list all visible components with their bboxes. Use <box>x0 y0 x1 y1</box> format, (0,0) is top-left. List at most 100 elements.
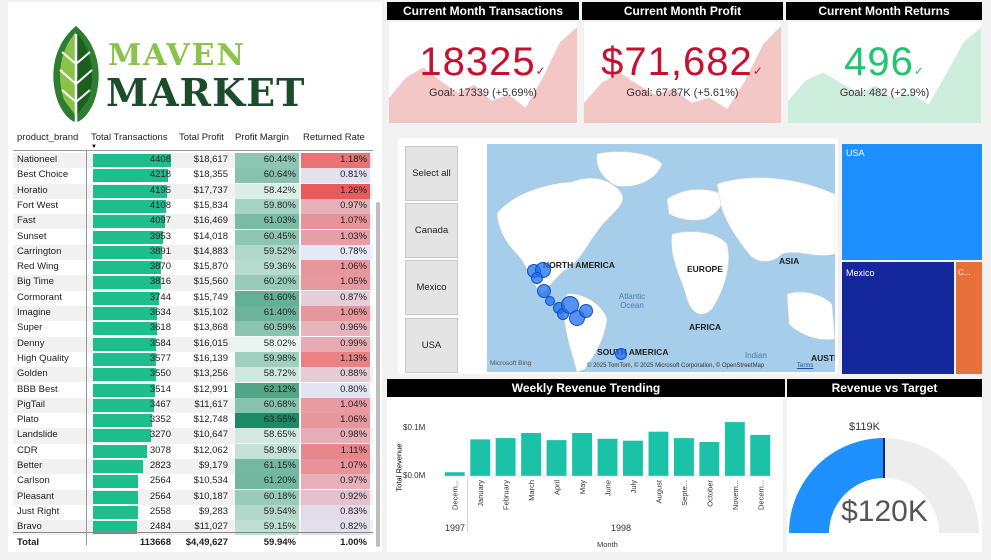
returned-heat-cell <box>301 260 370 276</box>
table-row[interactable]: Carlson 2564 $10,534 61.20% 0.97% <box>13 474 373 490</box>
slicer-usa[interactable]: USA <box>405 318 458 373</box>
revenue-bar[interactable] <box>699 442 720 476</box>
table-row[interactable]: Fast 4097 $16,469 61.03% 1.07% <box>13 214 373 230</box>
table-row[interactable]: Plato 3352 $12,748 63.55% 1.06% <box>13 413 373 429</box>
treemap-mexico[interactable]: Mexico <box>842 262 954 374</box>
revenue-target-gauge[interactable]: $119K $120K <box>787 397 982 552</box>
slicer-select-all[interactable]: Select all <box>405 146 458 201</box>
revenue-bar[interactable] <box>750 434 771 476</box>
margin-value: 61.03% <box>263 215 296 227</box>
revenue-bar[interactable] <box>470 439 491 476</box>
table-row[interactable]: Pleasant 2564 $10,187 60.18% 0.92% <box>13 489 373 505</box>
total-column-divider <box>86 150 87 545</box>
revenue-bar[interactable] <box>623 440 643 476</box>
table-row[interactable]: Imagine 3634 $15,102 61.40% 1.06% <box>13 306 373 322</box>
returned-heat-cell <box>301 443 370 459</box>
bing-logo: Microsoft Bing <box>490 360 532 367</box>
logo-line2: MARKET <box>106 70 306 115</box>
margin-heat-cell <box>235 306 299 321</box>
table-row[interactable]: CDR 3078 $12,062 58.98% 1.11% <box>13 443 373 459</box>
col-header-transactions[interactable]: Total Transactions <box>91 132 168 143</box>
table-row[interactable]: Red Wing 3870 $15,870 59.36% 1.06% <box>13 260 373 276</box>
table-row[interactable]: Just Right 2558 $9,283 59.54% 0.83% <box>13 504 373 520</box>
x-tick-label: Septe... <box>680 480 689 506</box>
kpi-card-returns[interactable]: 496✓ Goal: 482 (+2.9%) <box>788 22 981 123</box>
table-row[interactable]: Big Time 3816 $15,560 60.20% 1.05% <box>13 275 373 291</box>
col-header-brand[interactable]: product_brand <box>17 132 79 143</box>
table-row[interactable]: Sunset 3953 $14,018 60.45% 1.03% <box>13 229 373 245</box>
returned-heat-cell <box>301 336 370 352</box>
revenue-bar[interactable] <box>495 438 516 476</box>
revenue-bar[interactable] <box>674 438 694 476</box>
slicer-mexico[interactable]: Mexico <box>405 260 458 315</box>
revenue-bar[interactable] <box>648 431 669 476</box>
returned-heat-cell <box>301 229 370 245</box>
returned-heat-cell <box>301 474 370 490</box>
slicer-canada[interactable]: Canada <box>405 203 458 258</box>
map-bubble[interactable] <box>579 304 593 318</box>
map-bubble[interactable] <box>537 284 551 298</box>
map-bubble[interactable] <box>531 272 543 284</box>
revenue-bar[interactable] <box>546 440 567 476</box>
col-header-returned[interactable]: Returned Rate <box>303 132 365 143</box>
table-row[interactable]: Horatio 4195 $17,737 58.42% 1.26% <box>13 183 373 199</box>
table-row[interactable]: Better 2823 $9,179 61.15% 1.07% <box>13 459 373 475</box>
transactions-value: 3634 <box>149 307 171 318</box>
table-row[interactable]: PigTail 3467 $11,617 60.68% 1.04% <box>13 397 373 414</box>
brand-name: Denny <box>17 337 45 349</box>
margin-value: 59.98% <box>263 352 296 364</box>
treemap[interactable]: USA Mexico C... <box>842 144 982 374</box>
table-row[interactable]: Golden 3550 $13,256 58.72% 0.88% <box>13 367 373 383</box>
transactions-value: 3078 <box>149 444 171 456</box>
table-row[interactable]: Fort West 4108 $15,834 59.80% 0.97% <box>13 198 373 214</box>
revenue-bar[interactable] <box>724 422 745 476</box>
world-map[interactable]: NORTH AMERICA EUROPE ASIA AFRICA SOUTH A… <box>487 144 835 372</box>
weekly-revenue-chart[interactable]: Decem... January February March April May June… <box>387 397 783 552</box>
margin-heat-cell <box>235 153 299 168</box>
revenue-bar[interactable] <box>597 438 618 476</box>
sort-desc-icon[interactable]: ▼ <box>91 144 97 150</box>
table-row[interactable]: Nationeel 4408 $18,617 60.44% 1.18% <box>13 153 373 169</box>
transactions-value: 3618 <box>149 322 171 334</box>
table-row[interactable]: Carrington 3891 $14,883 59.52% 0.78% <box>13 244 373 261</box>
map-label-atlantic: Atlantic Ocean <box>618 292 646 310</box>
revenue-bar[interactable] <box>444 472 465 477</box>
gauge-target-label: $119K <box>849 421 880 433</box>
transactions-value: 2564 <box>149 475 171 487</box>
table-row[interactable]: Cormorant 3744 $15,749 61.60% 0.87% <box>13 290 373 306</box>
table-row[interactable]: Denny 3584 $16,015 58.02% 0.99% <box>13 336 373 352</box>
map-label-asia: ASIA <box>779 256 800 266</box>
profit-value: $18,617 <box>193 154 228 165</box>
table-row[interactable]: Landslide 3270 $10,647 58.65% 0.98% <box>13 428 373 444</box>
transactions-bar <box>93 444 148 458</box>
treemap-usa[interactable]: USA <box>842 144 982 260</box>
col-header-profit[interactable]: Total Profit <box>179 132 224 143</box>
transactions-bar <box>93 505 139 519</box>
check-icon: ✓ <box>913 64 925 78</box>
brand-name: Sunset <box>17 230 47 242</box>
map-terms-link[interactable]: Terms <box>797 363 814 369</box>
check-icon: ✓ <box>535 64 547 78</box>
kpi-card-profit[interactable]: $71,682✓ Goal: 67.87K (+5.61%) <box>584 22 781 123</box>
bar-chart[interactable]: Decem... January February March April May June… <box>387 397 783 552</box>
table-row[interactable]: Best Choice 4218 $18,355 60.64% 0.81% <box>13 168 373 184</box>
margin-heat-cell <box>235 214 299 230</box>
revenue-bar[interactable] <box>572 433 592 476</box>
col-header-margin[interactable]: Profit Margin <box>235 132 289 143</box>
revenue-bar[interactable] <box>521 433 542 476</box>
x-tick-label: March <box>527 480 536 501</box>
map-bubble[interactable] <box>615 348 627 360</box>
table-row[interactable]: Super 3618 $13,868 60.59% 0.96% <box>13 321 373 337</box>
table-row[interactable]: BBB Best 3514 $12,991 62.12% 0.80% <box>13 382 373 398</box>
kpi-card-transactions[interactable]: 18325✓ Goal: 17339 (+5.69%) <box>389 22 577 123</box>
margin-heat-cell <box>235 397 299 413</box>
treemap-canada[interactable]: C... <box>956 262 982 374</box>
returned-heat-cell <box>301 244 370 260</box>
table-row[interactable]: High Quality 3577 $16,139 59.98% 1.13% <box>13 351 373 367</box>
table-row[interactable]: Bravo 2484 $11,027 59.15% 0.82% <box>13 520 373 536</box>
transactions-value: 3744 <box>149 291 171 303</box>
x-tick-label: April <box>553 480 562 495</box>
year-label-1997: 1997 <box>445 523 466 533</box>
map-bubble[interactable] <box>545 296 555 306</box>
table-scrollbar[interactable] <box>376 202 380 547</box>
